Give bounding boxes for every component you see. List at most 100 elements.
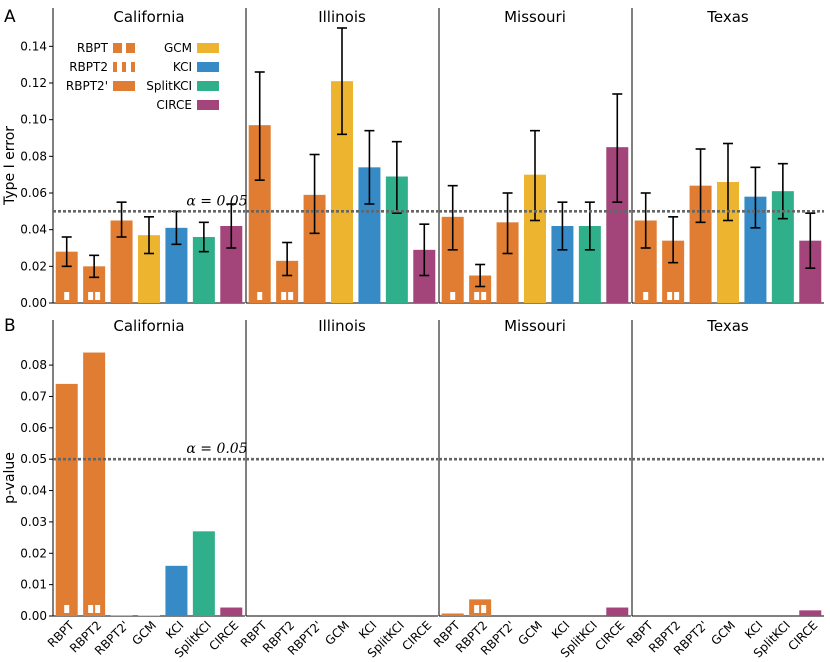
facet-title: Illinois xyxy=(318,8,366,26)
bar-marker xyxy=(88,292,94,300)
facet-title: California xyxy=(113,8,184,26)
bar-marker xyxy=(481,292,487,300)
panel-letter: B xyxy=(4,316,16,336)
bar xyxy=(524,174,546,303)
bar-marker xyxy=(474,292,480,300)
bar xyxy=(441,216,464,303)
bar xyxy=(634,220,657,303)
bar xyxy=(165,565,188,616)
bar xyxy=(220,607,243,616)
x-tick-label: CIRCE xyxy=(785,618,820,653)
y-tick-label: 0.00 xyxy=(20,296,47,310)
x-tick-label: GCM xyxy=(129,618,159,648)
y-tick-label: 0.06 xyxy=(20,421,47,435)
legend: RBPT RBPT2 RBPT2' GCM KCI SplitKCI CIRCE xyxy=(66,41,219,112)
bar-marker xyxy=(95,292,101,300)
x-tick-label: CIRCE xyxy=(206,618,241,653)
bar-marker xyxy=(450,292,456,300)
bar xyxy=(606,607,629,616)
legend-swatch xyxy=(197,43,219,53)
bar xyxy=(110,220,133,303)
alpha-label: α = 0.05 xyxy=(186,441,247,457)
facet-title: California xyxy=(113,317,184,335)
y-axis-label: p-value xyxy=(2,452,18,504)
y-tick-label: 0.06 xyxy=(20,186,47,200)
bar xyxy=(138,615,160,616)
facet-title: Missouri xyxy=(504,317,566,335)
legend-swatch xyxy=(113,81,135,91)
y-tick-label: 0.02 xyxy=(20,546,47,560)
bar xyxy=(578,226,601,303)
y-axis-label: Type I error xyxy=(2,126,18,206)
x-tick-label: GCM xyxy=(322,618,352,648)
bar-marker xyxy=(674,292,680,300)
bar xyxy=(689,185,712,303)
bar xyxy=(469,599,492,616)
y-tick-label: 0.07 xyxy=(20,389,47,403)
legend-swatch xyxy=(126,43,135,53)
bar xyxy=(606,147,629,303)
bar xyxy=(220,226,243,303)
bar-marker xyxy=(95,605,101,613)
bar xyxy=(413,249,436,303)
y-tick-label: 0.04 xyxy=(20,484,47,498)
y-tick-label: 0.03 xyxy=(20,515,47,529)
legend-swatch xyxy=(197,81,219,91)
bar xyxy=(358,167,381,303)
y-tick-label: 0.12 xyxy=(20,76,47,90)
y-tick-label: 0.08 xyxy=(20,149,47,163)
alpha-label: α = 0.05 xyxy=(186,193,247,209)
bar xyxy=(441,613,464,616)
legend-label: SplitKCI xyxy=(146,79,192,93)
x-tick-label: CIRCE xyxy=(592,618,627,653)
bar xyxy=(192,531,215,616)
bar-marker xyxy=(474,605,480,613)
bar xyxy=(799,240,822,303)
y-tick-label: 0.08 xyxy=(20,358,47,372)
legend-swatch xyxy=(113,62,117,72)
legend-label: KCI xyxy=(173,60,192,74)
bar xyxy=(551,226,574,303)
bar-marker xyxy=(64,605,70,613)
bar xyxy=(248,125,271,304)
bar-marker xyxy=(64,292,70,300)
bar xyxy=(662,240,685,303)
bar-marker xyxy=(481,605,487,613)
legend-label: RBPT2' xyxy=(66,79,108,93)
bar xyxy=(55,251,78,303)
x-tick-label: CIRCE xyxy=(399,618,434,653)
bar xyxy=(331,81,353,304)
bar xyxy=(110,615,133,616)
y-tick-label: 0.02 xyxy=(20,259,47,273)
bar-marker xyxy=(288,292,294,300)
legend-label: GCM xyxy=(164,41,192,55)
facet-title: Illinois xyxy=(318,317,366,335)
bar xyxy=(165,227,188,303)
y-tick-label: 0.00 xyxy=(20,609,47,623)
bar-marker xyxy=(281,292,287,300)
bar xyxy=(496,222,519,303)
bar xyxy=(744,196,767,303)
legend-swatch xyxy=(131,62,135,72)
panel-a: A Type I error 0.00 0.02 0.04 0.06 0.08 0.10 0.1… xyxy=(2,7,824,310)
bar-marker xyxy=(667,292,673,300)
bar-marker xyxy=(88,605,94,613)
facet-title: Texas xyxy=(706,8,749,26)
panel-letter: A xyxy=(4,7,16,27)
legend-swatch xyxy=(122,62,126,72)
bar xyxy=(83,352,106,616)
bar xyxy=(385,176,408,303)
y-tick-label: 0.14 xyxy=(20,39,47,53)
bar-marker xyxy=(257,292,263,300)
bar xyxy=(192,237,215,303)
legend-swatch xyxy=(197,100,219,110)
bar xyxy=(771,191,794,303)
facet-title: Texas xyxy=(706,317,749,335)
legend-swatch xyxy=(113,43,122,53)
bar xyxy=(799,610,822,616)
legend-label: RBPT2 xyxy=(69,60,108,74)
legend-label: RBPT xyxy=(77,41,109,55)
y-tick-label: 0.04 xyxy=(20,223,47,237)
panel-b: Bp-value 0.00 0.01 0.02 0.03 0.04 0.05 0.06 0.07… xyxy=(2,316,824,660)
x-tick-label: GCM xyxy=(515,618,545,648)
